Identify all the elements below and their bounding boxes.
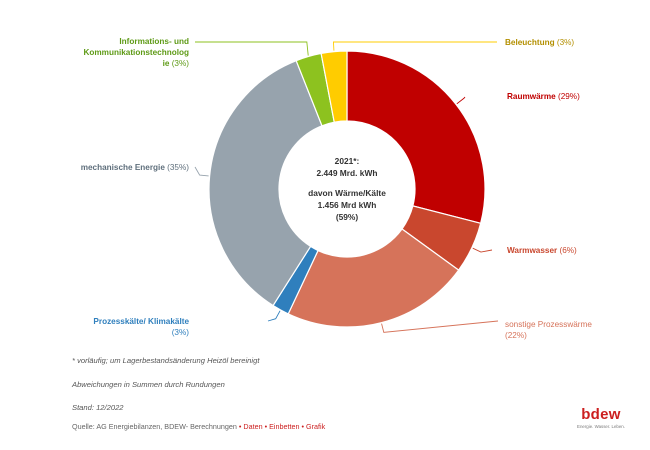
leader-line [456,96,466,105]
slice-mechanische-energie [208,59,323,307]
source-text: Quelle: AG Energiebilanzen, BDEW- Berech… [72,422,237,431]
link-einbetten[interactable]: Einbetten [269,422,300,431]
label-informations-und-kommunikationstechnolog-ie: Informations- und Kommunikationstechnolog… [83,37,189,68]
logo-tagline: Energie. Wasser. Leben. [577,424,625,429]
source-separator: • [264,422,268,431]
link-daten[interactable]: Daten [243,422,263,431]
slice-labels: Raumwärme (29%) Warmwasser (6%) sonstige P… [81,37,593,340]
center-subtitle: davon Wärme/Kälte [308,188,386,198]
center-text: 2021*: 2.449 Mrd. kWh davon Wärme/Kälte … [308,156,386,222]
center-heat-share: (59%) [336,212,359,222]
leader-line [381,320,499,333]
label-sonstige-prozesswaerme: sonstige Prozesswärme (22%) [505,320,592,340]
label-prozesskaelte-klimakaelte: Prozesskälte/ Klimakälte (3%) [93,317,189,337]
label-beleuchtung: Beleuchtung (3%) [505,38,574,47]
donut-slices [208,50,486,328]
label-warmwasser: Warmwasser (6%) [507,246,577,255]
leader-line [472,247,493,253]
source-line: Quelle: AG Energiebilanzen, BDEW- Berech… [72,422,325,431]
center-year: 2021*: [335,156,360,166]
leader-line [332,41,497,51]
link-grafik[interactable]: Grafik [306,422,326,431]
leader-line [195,41,309,56]
leader-lines [194,41,499,333]
slice-raumwaerme [346,50,486,225]
center-heat-total: 1.456 Mrd kWh [318,200,377,210]
label-raumwaerme: Raumwärme (29%) [507,92,580,101]
footnote-date: Stand: 12/2022 [72,403,124,412]
leader-line [194,166,209,177]
footnote-rounding: Abweichungen in Summen durch Rundungen [72,380,225,389]
slice-sonstige-prozesswaerme [287,228,460,328]
footnote-preliminary: * vorläufig; um Lagerbestandsänderung He… [72,356,260,365]
bdew-logo: bdew Energie. Wasser. Leben. [571,407,631,429]
label-mechanische-energie: mechanische Energie (35%) [81,163,190,172]
leader-line [267,310,281,322]
source-separator: • [238,422,242,431]
slice-beleuchtung [320,50,348,123]
logo-wordmark: bdew [581,406,621,423]
source-separator: • [301,422,305,431]
center-total: 2.449 Mrd. kWh [317,168,378,178]
